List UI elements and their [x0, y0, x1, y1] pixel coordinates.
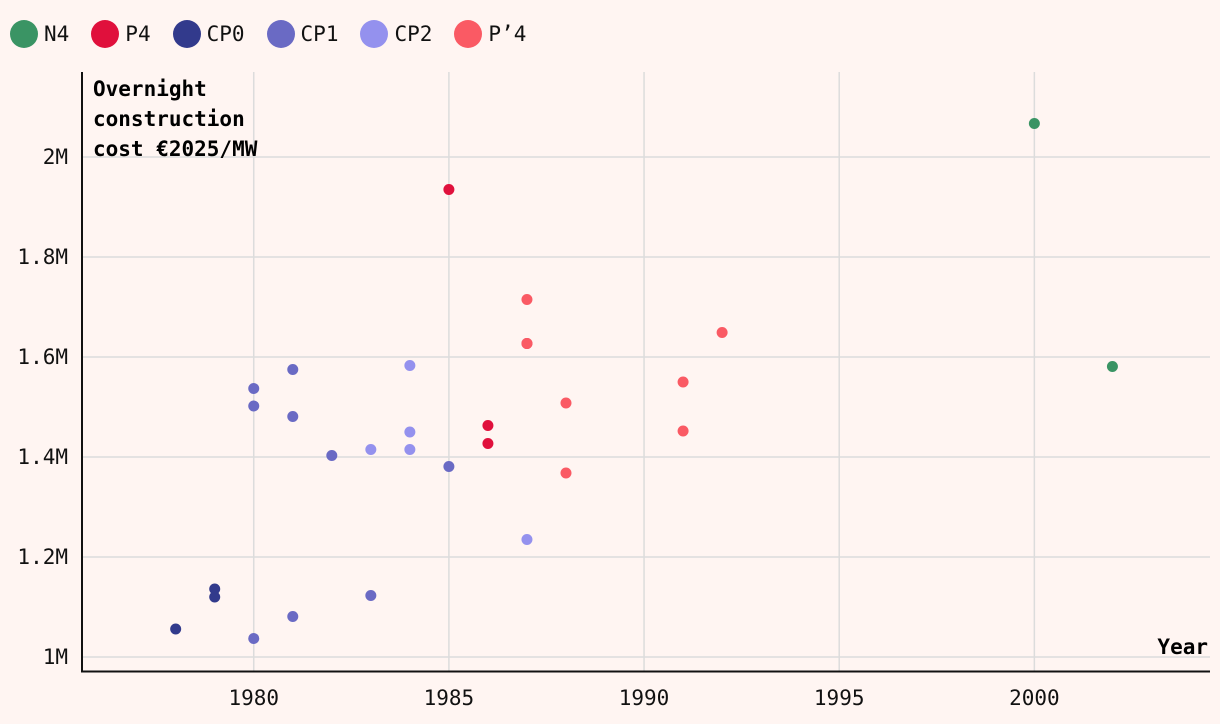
legend-item-cp2[interactable]: CP2 — [360, 20, 432, 48]
data-point-p-prime-4[interactable] — [677, 376, 689, 388]
y-axis-title-line-2: construction — [93, 107, 245, 131]
data-point-p-prime-4[interactable] — [521, 294, 533, 305]
data-point-cp2[interactable] — [404, 444, 416, 455]
data-point-p4[interactable] — [482, 420, 494, 431]
data-point-p-prime-4[interactable] — [560, 467, 572, 479]
x-tick-label: 1980 — [228, 686, 279, 710]
data-point-p-prime-4[interactable] — [677, 425, 689, 437]
legend-item-p-prime-4[interactable]: P’4 — [454, 20, 526, 48]
legend-label-cp1: CP1 — [300, 22, 339, 46]
data-point-cp1[interactable] — [248, 383, 260, 394]
data-point-cp1[interactable] — [287, 411, 299, 422]
legend-swatch-p-prime-4 — [454, 20, 483, 48]
data-point-cp2[interactable] — [404, 426, 416, 438]
legend-item-cp0[interactable]: CP0 — [172, 20, 245, 48]
series-cp1 — [248, 364, 455, 644]
legend-swatch-p4 — [91, 20, 120, 48]
legend-swatch-n4 — [10, 20, 38, 48]
x-tick-label: 1990 — [619, 686, 670, 710]
data-point-n4[interactable] — [1028, 118, 1040, 129]
legend-label-p4: P4 — [125, 22, 151, 46]
y-axis-title-line-3: cost €2025/MW — [93, 137, 258, 161]
data-points — [170, 118, 1118, 644]
y-tick-label: 1.6M — [17, 345, 68, 369]
data-point-cp1[interactable] — [248, 633, 260, 644]
data-point-p-prime-4[interactable] — [521, 338, 533, 349]
legend-label-p-prime-4: P’4 — [488, 22, 527, 46]
tick-labels: 1M 1.2M 1.4M 1.6M 1.8M 2M 1980 1985 1990 1995 2000 — [17, 145, 1059, 710]
data-point-cp0[interactable] — [170, 623, 182, 635]
legend-label-cp2: CP2 — [394, 22, 433, 46]
series-p-prime-4 — [521, 294, 728, 479]
y-axis-title: Overnight construction cost €2025/MW — [93, 77, 258, 161]
data-point-cp2[interactable] — [521, 534, 533, 545]
legend-item-p4[interactable]: P4 — [91, 20, 151, 48]
data-point-cp1[interactable] — [287, 364, 299, 375]
y-tick-label: 1.8M — [17, 245, 68, 269]
data-point-cp2[interactable] — [365, 444, 377, 455]
data-point-p-prime-4[interactable] — [716, 327, 728, 338]
legend-swatch-cp1 — [266, 20, 295, 48]
y-tick-label: 1M — [43, 645, 68, 669]
data-point-cp1[interactable] — [248, 400, 260, 412]
y-tick-label: 2M — [43, 145, 68, 169]
chart-legend: N4 P4 CP0 CP1 CP2 P’4 — [10, 17, 526, 51]
series-cp2 — [365, 360, 533, 545]
legend-swatch-cp2 — [360, 20, 389, 48]
data-point-cp2[interactable] — [404, 360, 416, 371]
data-point-cp1[interactable] — [365, 590, 377, 601]
x-tick-label: 1995 — [814, 686, 865, 710]
data-point-p-prime-4[interactable] — [560, 397, 572, 409]
data-point-p4[interactable] — [482, 438, 494, 449]
legend-swatch-cp0 — [172, 20, 201, 48]
gridlines — [82, 72, 1210, 672]
data-point-cp0[interactable] — [209, 583, 221, 595]
axes — [81, 72, 1210, 673]
y-tick-label: 1.2M — [17, 545, 68, 569]
legend-item-cp1[interactable]: CP1 — [266, 20, 339, 48]
data-point-cp0[interactable] — [209, 591, 221, 603]
x-tick-label: 2000 — [1009, 686, 1060, 710]
legend-label-n4: N4 — [44, 22, 70, 46]
x-tick-label: 1985 — [424, 686, 475, 710]
series-n4 — [1028, 118, 1118, 372]
data-point-cp1[interactable] — [443, 461, 455, 472]
series-cp0 — [170, 583, 221, 635]
y-axis-title-line-1: Overnight — [93, 77, 207, 101]
x-axis-title: Year — [1157, 635, 1208, 659]
data-point-cp1[interactable] — [326, 450, 338, 461]
data-point-n4[interactable] — [1106, 361, 1118, 372]
series-p4 — [443, 184, 533, 449]
y-tick-label: 1.4M — [17, 445, 68, 469]
data-point-p4[interactable] — [443, 184, 455, 195]
legend-item-n4[interactable]: N4 — [10, 20, 69, 48]
legend-label-cp0: CP0 — [206, 22, 245, 46]
data-point-cp1[interactable] — [287, 611, 299, 622]
